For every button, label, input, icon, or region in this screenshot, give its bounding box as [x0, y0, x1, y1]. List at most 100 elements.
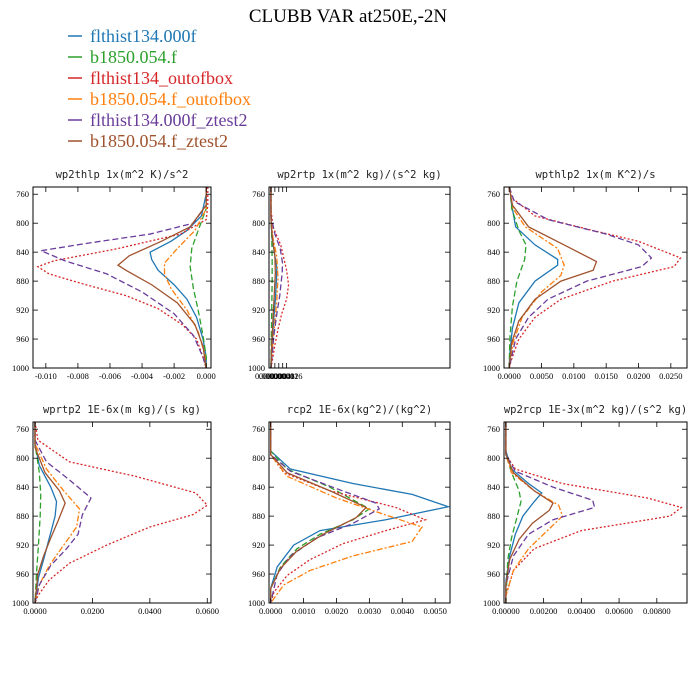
series-line — [508, 187, 559, 368]
y-tick-label: 840 — [16, 247, 29, 257]
series-group — [36, 187, 209, 368]
y-tick-label: 800 — [16, 453, 29, 463]
y-tick-label: 1000 — [12, 363, 29, 373]
y-tick-label: 960 — [16, 334, 29, 344]
y-tick-label: 840 — [252, 482, 265, 492]
x-tick-label: 0.00800 — [643, 606, 671, 616]
y-tick-label: 960 — [252, 569, 265, 579]
series-group — [508, 187, 682, 368]
chart-panel: wp2rtp 1x(m^2 kg)/(s^2 kg) 760 800 840 880 92… — [248, 169, 451, 381]
series-line — [508, 187, 565, 368]
y-tick-label: 920 — [16, 305, 29, 315]
x-tick-label: 0.0010 — [292, 606, 315, 616]
series-line — [508, 187, 598, 368]
legend-entry: flthist134_outofbox — [90, 68, 233, 88]
x-tick-label: 0.0600 — [196, 606, 219, 616]
series-line — [149, 187, 207, 368]
series-line — [34, 422, 92, 603]
y-tick-label: 760 — [16, 189, 29, 199]
y-tick-label: 920 — [487, 305, 500, 315]
y-tick-label: 1000 — [248, 598, 265, 608]
series-line — [189, 187, 207, 368]
legend-entry: b1850.054.f_outofbox — [90, 89, 251, 109]
x-tick-label: -0.006 — [99, 371, 121, 381]
y-tick-label: 880 — [16, 276, 29, 286]
series-line — [505, 422, 554, 603]
x-tick-label: 0.0030 — [358, 606, 381, 616]
y-tick-label: 800 — [252, 453, 265, 463]
y-tick-label: 800 — [252, 218, 265, 228]
figure-title: CLUBB VAR at250E,-2N — [249, 6, 448, 27]
x-tick-label: -0.002 — [163, 371, 185, 381]
legend-entry: flthist134.000f — [90, 26, 197, 46]
x-tick-label: 0.0100 — [562, 371, 585, 381]
chart-panel: wp2rcp 1E-3x(m^2 kg)/(s^2 kg) 760 800 840 88… — [483, 404, 688, 616]
y-tick-label: 1000 — [483, 598, 500, 608]
series-line — [505, 422, 596, 603]
y-tick-label: 880 — [487, 276, 500, 286]
legend-entry: b1850.054.f_ztest2 — [90, 131, 228, 151]
y-tick-label: 920 — [252, 540, 265, 550]
plot-frame — [268, 186, 451, 369]
series-line — [508, 187, 653, 368]
y-tick-label: 920 — [252, 305, 265, 315]
x-tick-label: 0.0000 — [23, 606, 46, 616]
series-line — [508, 187, 527, 368]
chart-panel: wpthlp2 1x(m K^2)/s 760 800 840 880 920 960 100… — [483, 169, 688, 381]
y-tick-label: 840 — [487, 247, 500, 257]
legend: flthist134.000fb1850.054.fflthist134_out… — [68, 26, 251, 151]
y-tick-label: 960 — [16, 569, 29, 579]
series-group — [505, 422, 683, 603]
x-tick-label: 0.0200 — [627, 371, 650, 381]
y-tick-label: 840 — [16, 482, 29, 492]
y-tick-label: 760 — [252, 189, 265, 199]
x-tick-label: 0.00400 — [568, 606, 596, 616]
y-tick-label: 880 — [16, 511, 29, 521]
x-tick-label: 0.0000 — [497, 371, 520, 381]
y-tick-label: 760 — [487, 424, 500, 434]
series-line — [270, 187, 277, 368]
x-tick-label: 0.0050 — [424, 606, 447, 616]
y-tick-label: 840 — [487, 482, 500, 492]
y-tick-label: 800 — [16, 218, 29, 228]
panel-title: wpthlp2 1x(m K^2)/s — [535, 169, 655, 181]
x-tick-label: 0.0050 — [530, 371, 553, 381]
x-tick-label: 0.0020 — [325, 606, 348, 616]
series-line — [505, 422, 564, 603]
x-tick-label: 0.00600 — [605, 606, 633, 616]
y-tick-label: 760 — [487, 189, 500, 199]
plot-frame — [503, 421, 688, 604]
y-tick-label: 920 — [16, 540, 29, 550]
y-tick-label: 760 — [16, 424, 29, 434]
series-line — [505, 422, 683, 603]
chart-panel: wprtp2 1E-6x(m kg)/(s kg) 760 800 840 880 920… — [12, 404, 219, 616]
x-tick-label: 0.000 — [197, 371, 216, 381]
series-line — [34, 422, 209, 603]
series-group — [270, 422, 450, 603]
plot-frame — [32, 186, 212, 369]
plot-frame — [503, 186, 688, 369]
series-line — [34, 422, 42, 603]
y-tick-label: 1000 — [483, 363, 500, 373]
panel-title: wp2rcp 1E-3x(m^2 kg)/(s^2 kg) — [504, 404, 687, 416]
y-tick-label: 880 — [252, 276, 265, 286]
chart-panel: wp2thlp 1x(m^2 K)/s^2 760 800 840 880 920 960 1… — [12, 169, 216, 381]
y-tick-label: 880 — [487, 511, 500, 521]
x-tick-label: -0.008 — [67, 371, 89, 381]
panel-title: wprtp2 1E-6x(m kg)/(s kg) — [43, 404, 201, 416]
series-line — [116, 187, 207, 368]
y-tick-label: 960 — [487, 569, 500, 579]
y-tick-label: 960 — [487, 334, 500, 344]
series-line — [508, 187, 682, 368]
series-line — [34, 422, 66, 603]
x-tick-label: 0.000008 — [263, 371, 295, 381]
panels: wp2thlp 1x(m^2 K)/s^2 760 800 840 880 920 960 1… — [12, 169, 688, 616]
plot-frame — [268, 421, 451, 604]
y-tick-label: 960 — [252, 334, 265, 344]
x-tick-label: 0.0150 — [594, 371, 617, 381]
series-line — [270, 422, 368, 603]
x-tick-label: 0.000012 — [267, 371, 299, 381]
x-tick-label: 0.00000 — [492, 606, 520, 616]
